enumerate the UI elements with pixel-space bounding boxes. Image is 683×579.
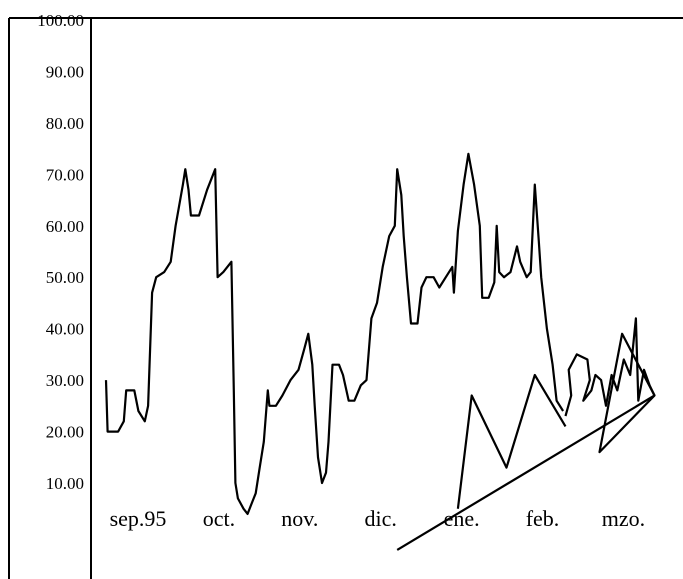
category-labels: sep.95 oct. nov. dic. ene. feb. mzo.	[110, 506, 646, 531]
category-label: nov.	[281, 506, 318, 531]
y-tick-label: 50.00	[46, 268, 84, 287]
y-tick-labels: 100.00 90.00 80.00 70.00 60.00 50.00 40.00 30.0…	[37, 11, 84, 493]
y-tick-label: 90.00	[46, 62, 84, 81]
annotation-triangle	[598, 332, 656, 454]
category-label: dic.	[365, 506, 397, 531]
category-label: feb.	[526, 506, 560, 531]
y-tick-label: 70.00	[46, 165, 84, 184]
y-tick-label: 20.00	[46, 423, 84, 442]
y-tick-label: 60.00	[46, 217, 84, 236]
annotation-layer	[396, 317, 656, 551]
annotation-zigzag	[456, 373, 567, 509]
category-label: mzo.	[602, 506, 645, 531]
category-label: sep.95	[110, 506, 167, 531]
y-tick-label: 30.00	[46, 371, 84, 390]
y-tick-label: 40.00	[46, 320, 84, 339]
annotation-trend-line	[396, 394, 656, 551]
series-line	[104, 152, 565, 516]
y-tick-label: 10.00	[46, 474, 84, 493]
y-tick-label: 100.00	[37, 11, 84, 30]
series-layer	[104, 152, 565, 516]
y-tick-label: 80.00	[46, 114, 84, 133]
annotation-scribble	[564, 317, 656, 417]
category-label: oct.	[203, 506, 235, 531]
